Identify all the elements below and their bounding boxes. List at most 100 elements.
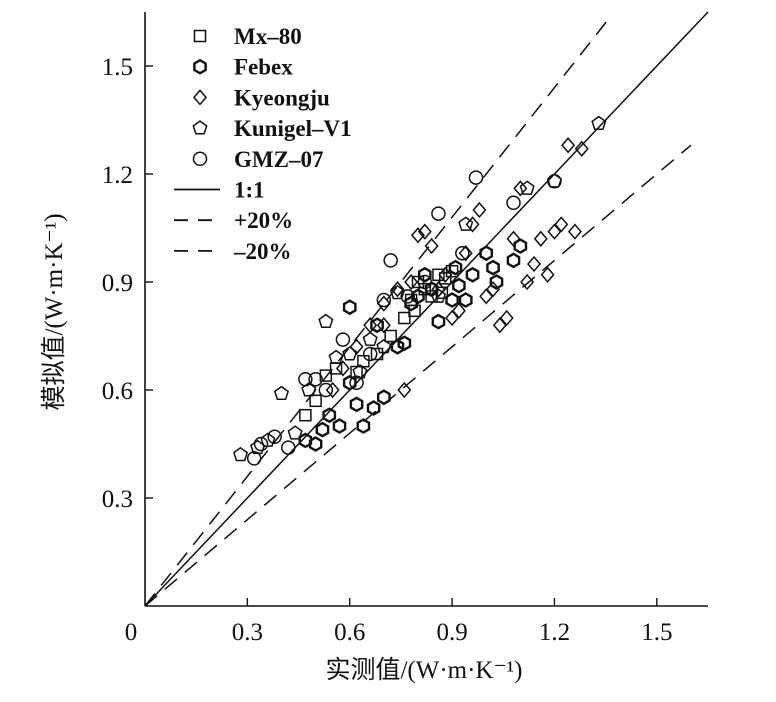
data-point [486, 281, 501, 298]
y-tick-label: 0.6 [102, 378, 133, 405]
y-tick-label: 1.5 [102, 54, 133, 81]
data-point [298, 371, 313, 387]
data-point [465, 266, 480, 283]
data-point [383, 253, 398, 268]
legend-label: Febex [234, 55, 293, 80]
data-point [342, 299, 357, 316]
data-point [465, 216, 480, 233]
data-point [318, 382, 334, 398]
data-point [506, 252, 521, 269]
y-tick-label: 0.9 [102, 270, 133, 297]
x-tick-label: 0 [125, 619, 138, 646]
data-point [400, 289, 415, 304]
legend-marker [193, 58, 207, 75]
x-axis-ticks: 0 0.3 0.6 0.9 1.2 1.5 [125, 598, 672, 646]
data-point [451, 302, 466, 319]
data-point [458, 216, 474, 231]
data-point [246, 451, 262, 466]
legend-marker [193, 29, 207, 43]
data-point [486, 259, 500, 276]
data-point [520, 273, 535, 291]
data-point [425, 290, 438, 303]
x-tick-label: 0.6 [334, 619, 365, 646]
data-point [574, 140, 589, 157]
data-point [322, 407, 337, 424]
data-point [287, 425, 303, 440]
data-point [418, 266, 432, 283]
x-tick-label: 0.3 [232, 619, 263, 646]
data-point [233, 446, 249, 462]
x-tick-label: 1.5 [641, 619, 672, 646]
data-point [356, 418, 371, 434]
data-point [540, 266, 555, 283]
data-point [479, 288, 494, 305]
data-point [430, 288, 446, 303]
data-point [376, 292, 392, 308]
data-point [404, 273, 419, 291]
legend-label: Kunigel–V1 [234, 116, 352, 141]
data-point [410, 227, 425, 244]
plot-frame [144, 12, 708, 607]
data-point [267, 429, 282, 445]
data-point [309, 394, 322, 408]
legend-label: +20% [234, 208, 293, 233]
data-point [513, 238, 528, 254]
data-point [417, 274, 433, 290]
x-axis-title: 实测值/(W·m·K⁻¹) [325, 656, 522, 684]
data-point [554, 216, 569, 233]
legend-label: Mx–80 [234, 24, 302, 49]
data-point [349, 375, 364, 391]
data-point [458, 292, 473, 308]
y-tick-label: 0.3 [102, 486, 133, 513]
reference-line [144, 11, 709, 607]
data-point [567, 223, 582, 240]
data-point [308, 371, 323, 387]
data-point [342, 374, 357, 391]
data-point [547, 173, 562, 189]
data-point [398, 311, 411, 325]
data-point [561, 137, 576, 154]
data-point [458, 245, 473, 262]
data-point [397, 381, 412, 399]
data-point [332, 418, 347, 434]
legend-label: –20% [233, 239, 292, 264]
data-point [376, 338, 392, 354]
reference-line [144, 144, 692, 607]
data-point [468, 170, 484, 185]
data-point [273, 385, 289, 401]
data-point [328, 349, 344, 365]
x-tick-label: 0.9 [436, 619, 467, 646]
legend-label: Kyeongju [234, 85, 330, 110]
data-point [445, 309, 460, 327]
data-point [431, 281, 446, 298]
y-axis-ticks: 0.3 0.6 0.9 1.2 1.5 [102, 54, 153, 513]
data-point [253, 436, 269, 452]
data-point [492, 317, 507, 334]
data-point [404, 295, 418, 312]
data-point [349, 396, 364, 413]
reference-line [144, 18, 610, 607]
y-tick-label: 1.2 [102, 162, 133, 189]
data-point [519, 180, 535, 195]
data-point [506, 230, 521, 247]
data-point [411, 275, 425, 289]
reference-lines [144, 11, 709, 607]
data-point [325, 381, 340, 399]
data-point [299, 408, 312, 422]
data-point [308, 436, 323, 452]
data-point [439, 272, 452, 285]
legend: Mx–80 Febex Kyeongju Kunigel–V1 GMZ–07 1:1 +20… [174, 24, 352, 264]
data-point [506, 195, 521, 211]
data-point [366, 400, 381, 416]
data-point [281, 440, 296, 455]
data-point [547, 223, 562, 240]
data-point [424, 237, 439, 255]
data-point [376, 295, 391, 312]
data-point [489, 274, 504, 290]
data-point [452, 277, 466, 294]
data-point [445, 292, 459, 308]
legend-marker [192, 120, 208, 135]
data-point [411, 288, 425, 305]
data-point [362, 331, 378, 347]
